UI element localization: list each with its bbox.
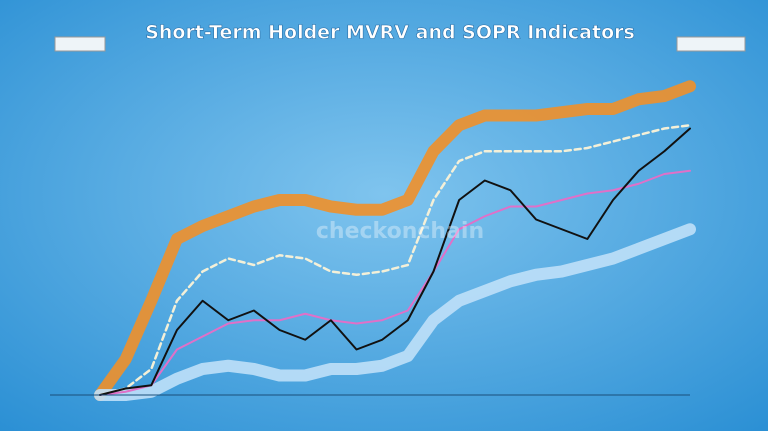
series-line: [99, 127, 691, 396]
series-line: [94, 80, 696, 401]
watermark: checkonchain: [316, 219, 484, 244]
dropdown[interactable]: [676, 36, 746, 52]
series-line: [98, 124, 692, 397]
selector-box[interactable]: [54, 36, 106, 52]
series-line: [99, 169, 691, 396]
series-line: [94, 223, 696, 401]
chart-title: Short-Term Holder MVRV and SOPR Indicato…: [145, 22, 635, 44]
